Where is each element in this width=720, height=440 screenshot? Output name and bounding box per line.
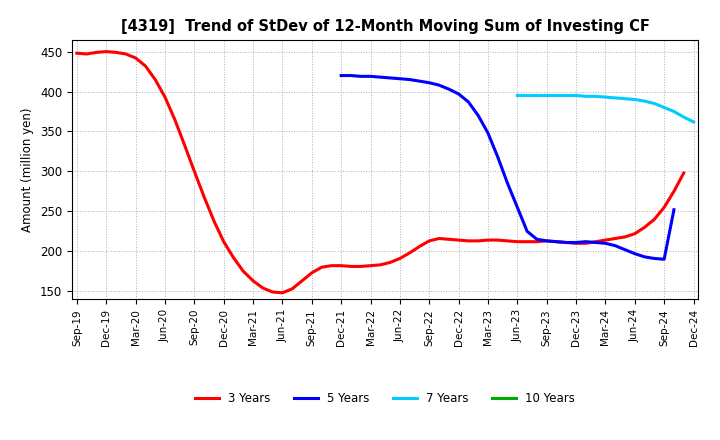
Legend: 3 Years, 5 Years, 7 Years, 10 Years: 3 Years, 5 Years, 7 Years, 10 Years — [190, 388, 580, 410]
Y-axis label: Amount (million yen): Amount (million yen) — [22, 107, 35, 231]
Title: [4319]  Trend of StDev of 12-Month Moving Sum of Investing CF: [4319] Trend of StDev of 12-Month Moving… — [121, 19, 649, 34]
